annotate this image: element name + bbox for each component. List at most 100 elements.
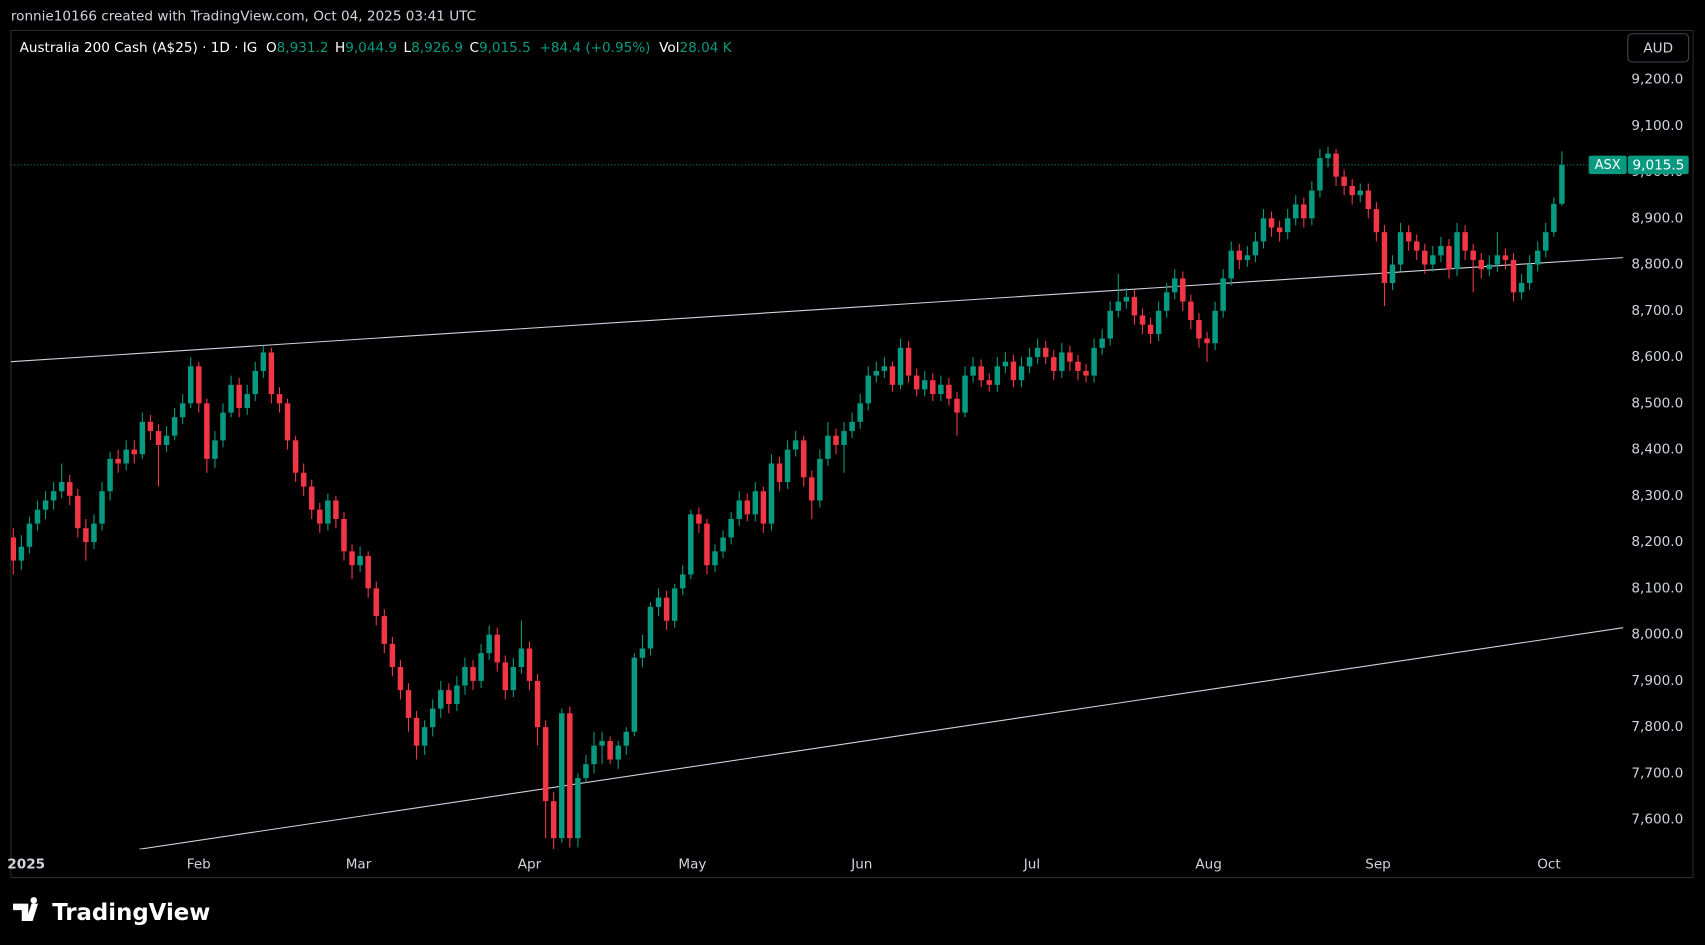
candle-body <box>67 481 73 496</box>
candle-body <box>357 555 363 566</box>
x-tick-label: Apr <box>518 856 542 872</box>
candle-body <box>397 667 404 691</box>
candle-body <box>228 384 234 413</box>
candle-body <box>1147 324 1154 334</box>
candle-body <box>809 477 815 501</box>
candle-body <box>26 523 33 547</box>
candle-body <box>1002 361 1009 367</box>
candle-body <box>268 352 275 395</box>
candle-body <box>913 375 920 390</box>
candle-body <box>768 463 775 524</box>
candle-body <box>1172 278 1178 293</box>
legend-value: 8,926.9 <box>411 40 463 56</box>
candle-body <box>1034 347 1041 358</box>
candle-body <box>639 648 646 658</box>
candle-body <box>1059 352 1065 371</box>
candle-body <box>204 403 210 459</box>
candle-body <box>1107 310 1113 339</box>
candle-body <box>1083 370 1089 376</box>
exchange-badge <box>1588 155 1627 175</box>
candle-body <box>1091 347 1097 376</box>
candle-body <box>1543 232 1549 251</box>
candle-body <box>446 690 452 705</box>
candle-body <box>470 667 476 681</box>
candle-body <box>83 528 89 543</box>
candle-body <box>1462 232 1468 251</box>
candle-body <box>1180 278 1186 302</box>
brand: TradingView <box>13 897 210 926</box>
candle-body <box>34 509 41 524</box>
candle-body <box>712 551 718 566</box>
y-tick-label: 9,200.0 <box>1631 72 1683 88</box>
candle-body <box>413 717 420 746</box>
candle-body <box>10 537 17 561</box>
last-price-badge <box>1627 155 1689 175</box>
x-tick-label: 2025 <box>7 856 45 872</box>
candle-body <box>1188 301 1194 321</box>
candle-body <box>1534 250 1541 265</box>
candle-body <box>155 431 162 445</box>
x-tick-label: Jun <box>850 856 872 872</box>
candle-body <box>171 417 178 436</box>
candle-body <box>1244 255 1251 260</box>
candle-body <box>381 616 388 644</box>
candle-body <box>405 690 412 718</box>
candle-body <box>1510 259 1517 293</box>
candle-body <box>534 680 541 728</box>
candle-body <box>800 440 807 478</box>
candle-body <box>1155 310 1162 334</box>
candle-body <box>688 514 694 575</box>
x-tick-label: Feb <box>187 856 211 872</box>
y-tick-label: 7,700.0 <box>1631 765 1683 781</box>
candle-body <box>373 588 379 617</box>
candle-body <box>542 727 549 802</box>
candle-body <box>123 449 129 464</box>
candle-body <box>865 375 871 404</box>
y-tick-label: 8,500.0 <box>1631 395 1683 411</box>
candle-body <box>1341 176 1347 186</box>
candle-body <box>559 713 565 839</box>
candle-body <box>139 421 146 455</box>
currency[interactable]: AUD <box>1643 40 1673 56</box>
candle-body <box>244 394 250 408</box>
candle-body <box>1163 292 1170 311</box>
candle-body <box>438 690 444 709</box>
candle-body <box>341 518 347 552</box>
last-price-label: 9,015.5 <box>1633 157 1685 173</box>
candle-body <box>365 555 371 589</box>
candle-body <box>1357 190 1364 196</box>
candle-body <box>75 495 81 529</box>
candle-body <box>752 491 759 515</box>
candle-body <box>663 597 670 621</box>
legend-value: 9,015.5 <box>479 40 531 56</box>
candle-body <box>1413 241 1420 251</box>
candle-body <box>502 662 509 691</box>
candle-body <box>1018 366 1025 381</box>
candle-body <box>1309 190 1315 219</box>
candle-body <box>1131 296 1138 316</box>
candle-body <box>1026 357 1033 367</box>
symbol: Australia 200 Cash (A$25) · 1D · IG <box>20 40 258 56</box>
currency-button[interactable] <box>1627 33 1690 63</box>
candle-body <box>680 574 686 589</box>
candle-body <box>179 403 186 418</box>
candle-body <box>841 431 847 445</box>
legend-key: C <box>469 40 478 56</box>
candle-body <box>857 403 863 422</box>
plot-area <box>10 146 1626 850</box>
candle-body <box>1075 361 1081 371</box>
candle-body <box>591 745 597 765</box>
legend-change: +84.4 (+0.95%) <box>539 40 650 56</box>
candle-body <box>1365 190 1372 210</box>
candle-body <box>147 421 154 432</box>
legend-key: Vol <box>659 40 679 56</box>
legend-value: 9,044.9 <box>345 40 397 56</box>
candle-body <box>881 366 888 371</box>
legend-key: O <box>266 40 277 56</box>
candle-body <box>1228 250 1234 279</box>
candle-body <box>429 708 436 728</box>
candle-body <box>930 380 936 395</box>
candle-body <box>1301 204 1307 219</box>
candle-body <box>615 745 621 760</box>
candle-body <box>623 731 630 746</box>
